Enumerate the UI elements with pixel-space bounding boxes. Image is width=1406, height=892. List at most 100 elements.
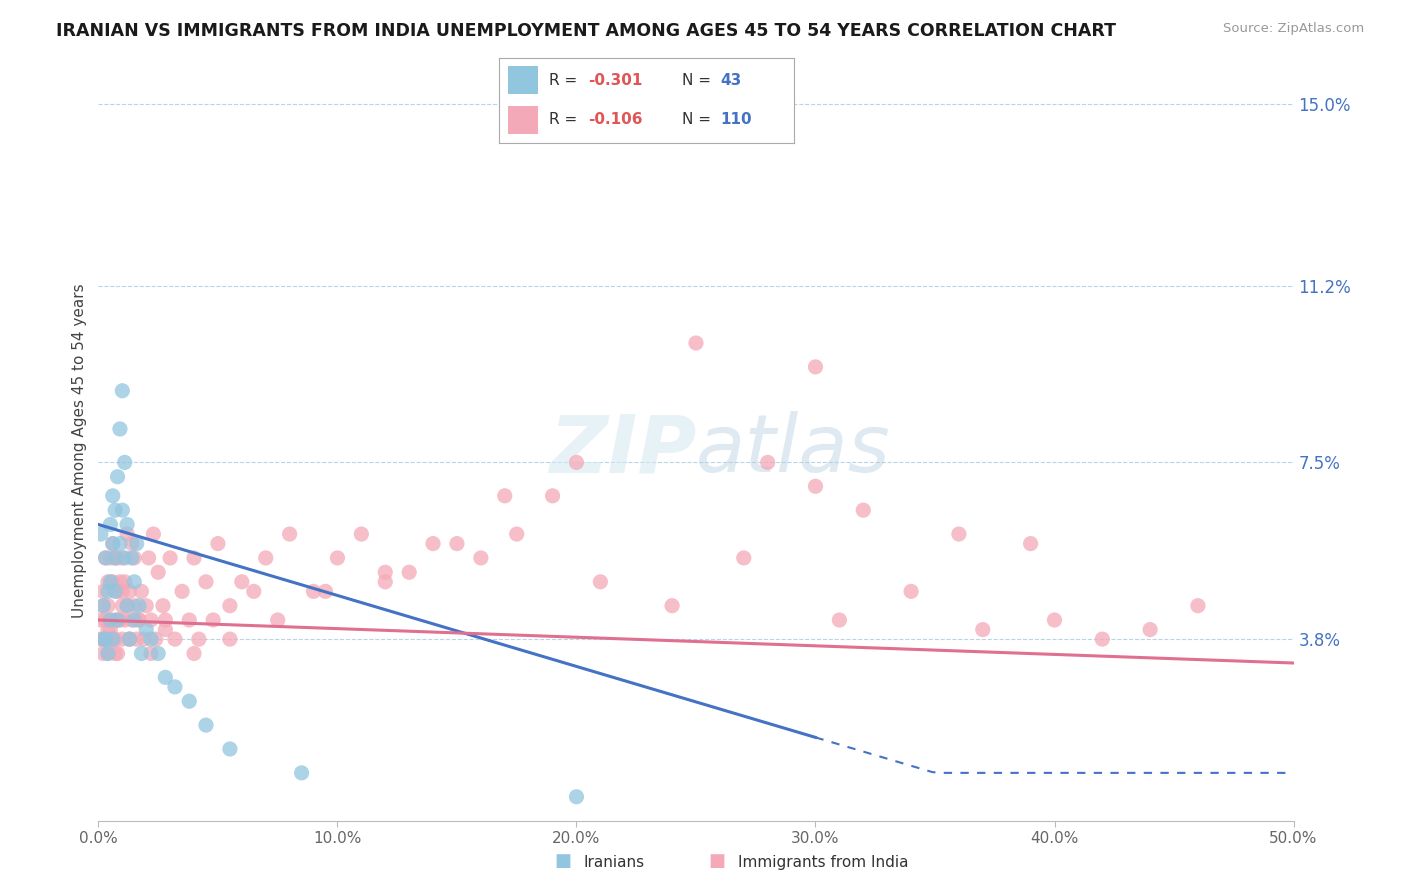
Y-axis label: Unemployment Among Ages 45 to 54 years: Unemployment Among Ages 45 to 54 years (72, 283, 87, 618)
Point (1019, 536, 1042, 550)
Point (131, 647, 153, 661)
Point (97, 647, 120, 661)
Point (446, 536, 468, 550)
Point (90, 632, 112, 647)
Point (104, 550, 127, 565)
Text: atlas: atlas (696, 411, 891, 490)
Point (207, 536, 229, 550)
Point (565, 789, 588, 804)
Point (97, 584, 120, 599)
Point (97, 574, 120, 589)
Point (159, 550, 181, 565)
Point (128, 613, 150, 627)
Point (101, 632, 124, 647)
Point (804, 359, 827, 374)
Point (422, 536, 444, 550)
Text: Source: ZipAtlas.com: Source: ZipAtlas.com (1223, 22, 1364, 36)
Point (589, 574, 612, 589)
Point (183, 550, 205, 565)
Point (101, 536, 124, 550)
Point (97, 647, 120, 661)
Point (104, 584, 127, 599)
Point (179, 613, 201, 627)
Point (135, 623, 157, 637)
Point (948, 527, 970, 541)
Point (98, 632, 122, 647)
Point (91, 599, 114, 613)
Point (101, 574, 124, 589)
Point (91, 632, 114, 647)
Point (98, 623, 122, 637)
Text: IRANIAN VS IMMIGRANTS FROM INDIA UNEMPLOYMENT AMONG AGES 45 TO 54 YEARS CORRELAT: IRANIAN VS IMMIGRANTS FROM INDIA UNEMPLO… (56, 22, 1116, 40)
Point (115, 599, 138, 613)
Point (1043, 613, 1066, 627)
Point (111, 584, 134, 599)
Point (90, 527, 112, 541)
Point (98, 550, 122, 565)
Point (152, 599, 174, 613)
Point (104, 503, 127, 517)
Point (108, 613, 131, 627)
Point (131, 584, 153, 599)
Point (118, 632, 141, 647)
Point (94, 632, 117, 647)
Point (804, 479, 827, 493)
Point (155, 623, 177, 637)
Point (104, 632, 127, 647)
Point (114, 613, 136, 627)
Point (118, 584, 141, 599)
Point (302, 584, 325, 599)
Point (115, 527, 138, 541)
Point (91, 584, 114, 599)
Point (125, 632, 148, 647)
Point (172, 584, 194, 599)
Point (121, 550, 143, 565)
Point (118, 632, 141, 647)
Point (104, 647, 127, 661)
Point (91, 647, 114, 661)
Point (98, 517, 122, 532)
Point (114, 455, 136, 469)
Point (108, 536, 131, 550)
Point (219, 599, 242, 613)
Point (94, 550, 117, 565)
Point (267, 613, 290, 627)
Point (107, 584, 129, 599)
Point (97, 599, 120, 613)
Point (852, 503, 875, 517)
Point (398, 566, 420, 580)
Point (104, 550, 127, 565)
Point (108, 422, 131, 436)
Point (139, 613, 162, 627)
Point (661, 599, 683, 613)
Text: -0.301: -0.301 (588, 72, 643, 87)
Point (101, 489, 124, 503)
Point (138, 550, 160, 565)
Point (118, 632, 141, 647)
Point (98, 613, 122, 627)
Point (139, 647, 162, 661)
Point (565, 455, 588, 469)
Point (733, 550, 755, 565)
Text: 43: 43 (720, 72, 742, 87)
Point (374, 574, 396, 589)
Point (195, 718, 218, 732)
Point (124, 574, 146, 589)
Point (111, 384, 134, 398)
Point (132, 632, 155, 647)
Point (111, 503, 134, 517)
Point (756, 455, 779, 469)
Text: ZIP: ZIP (548, 411, 696, 490)
Point (350, 527, 373, 541)
Point (107, 613, 129, 627)
Point (101, 632, 124, 647)
Point (98, 613, 122, 627)
Point (107, 647, 129, 661)
Point (187, 632, 209, 647)
Point (124, 550, 146, 565)
Text: N =: N = (682, 112, 716, 128)
Point (111, 550, 134, 565)
Text: ■: ■ (554, 852, 571, 870)
Point (94, 632, 117, 647)
Point (114, 574, 136, 589)
